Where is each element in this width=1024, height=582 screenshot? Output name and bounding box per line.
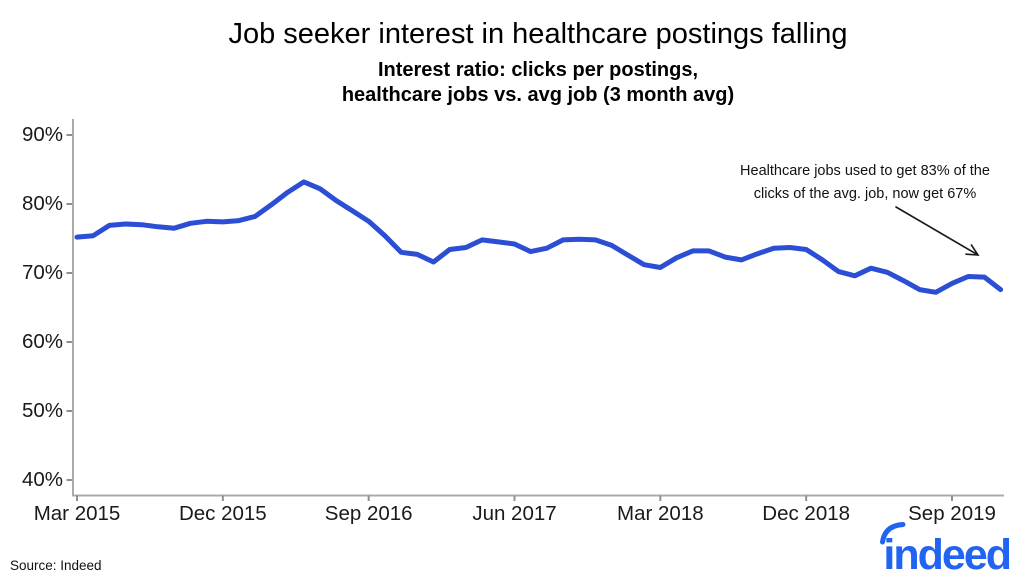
chart-subtitle-line-1: Interest ratio: clicks per postings, [377,59,699,81]
annotation-line-1: Healthcare jobs used to get 83% of the [740,163,990,179]
x-tick-label: Mar 2015 [33,502,121,525]
y-tick-label: 40% [21,468,63,491]
chart-subtitle: Interest ratio: clicks per postings, hea… [52,58,1024,108]
indeed-logo-text: indeed [883,531,1012,579]
annotation-arrow [895,206,980,256]
healthcare-interest-line [74,179,1004,295]
indeed-swoosh-icon [880,522,906,545]
y-tick-label: 90% [21,123,63,146]
chart-annotation: Healthcare jobs used to get 83% of the c… [723,160,1007,205]
x-tick-label: Dec 2018 [762,502,851,525]
x-tick-label: Jun 2017 [472,502,557,525]
x-tick-label: Sep 2019 [908,502,996,525]
indeed-logo: indeed [880,522,1012,579]
x-tick-label: Mar 2018 [617,502,704,525]
source-note: Source: Indeed [10,558,102,573]
y-tick-label: 80% [21,192,63,215]
chart-header: Job seeker interest in healthcare postin… [52,18,1024,108]
y-tick-label: 70% [21,261,63,284]
chart-subtitle-line-2: healthcare jobs vs. avg job (3 month avg… [341,84,735,106]
chart-title: Job seeker interest in healthcare postin… [228,18,848,50]
annotation-line-2: clicks of the avg. job, now get 67% [753,185,977,202]
x-tick-label: Dec 2015 [178,502,267,525]
x-tick-label: Sep 2016 [324,502,413,525]
y-tick-label: 50% [21,399,63,422]
y-tick-label: 60% [21,330,63,353]
